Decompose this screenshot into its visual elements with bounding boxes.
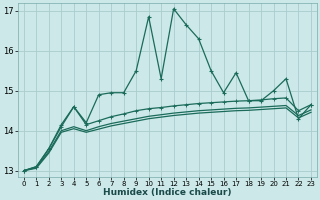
X-axis label: Humidex (Indice chaleur): Humidex (Indice chaleur) (103, 188, 232, 197)
